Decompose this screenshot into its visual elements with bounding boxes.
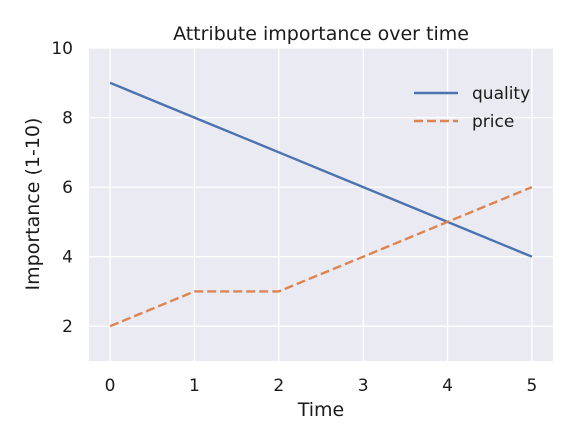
y-axis-ticks: 2 4 6 8 10 (51, 39, 73, 337)
x-axis-ticks: 0 1 2 3 4 5 (105, 376, 538, 396)
series-line-price (109, 185, 533, 328)
y-tick-label: 8 (62, 109, 73, 129)
x-axis-label: Time (297, 399, 345, 421)
x-tick-label: 5 (526, 376, 537, 396)
y-tick-label: 10 (51, 39, 73, 59)
legend-label-price: price (472, 112, 514, 132)
y-tick-label: 4 (62, 248, 73, 268)
x-tick-label: 3 (358, 376, 369, 396)
chart-title: Attribute importance over time (173, 23, 469, 45)
y-tick-label: 6 (62, 178, 73, 198)
x-tick-label: 4 (442, 376, 453, 396)
y-tick-label: 2 (62, 317, 73, 337)
y-axis-label: Importance (1-10) (22, 118, 44, 291)
grid-lines (89, 47, 553, 361)
x-tick-label: 1 (189, 376, 200, 396)
legend: quality price (414, 84, 530, 132)
series-layer (109, 81, 533, 328)
x-tick-label: 2 (273, 376, 284, 396)
legend-label-quality: quality (472, 84, 530, 104)
series-line-quality (109, 81, 533, 258)
plot-area (89, 48, 553, 361)
x-tick-label: 0 (105, 376, 116, 396)
